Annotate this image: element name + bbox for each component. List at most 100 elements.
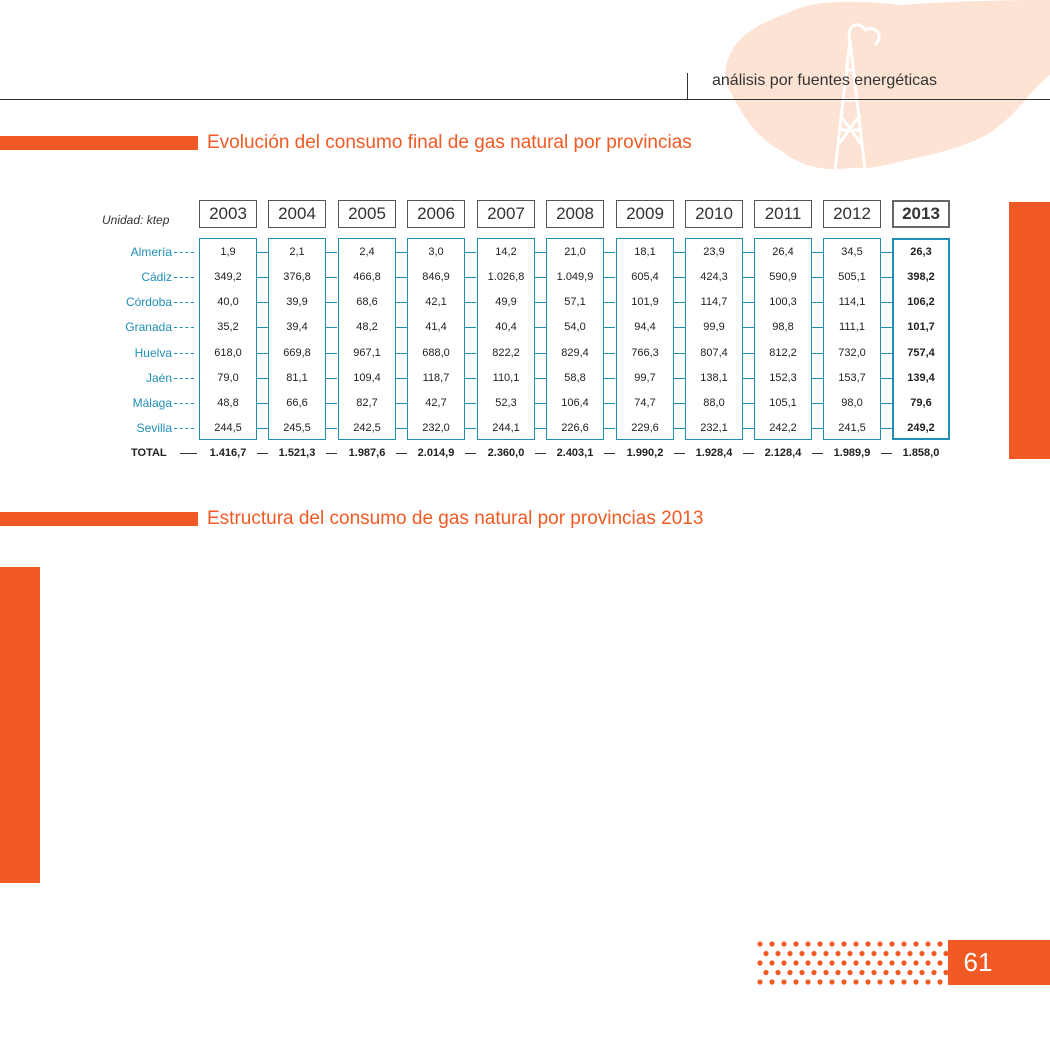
table-cell: 967,1 <box>353 347 381 359</box>
year-column <box>338 238 396 440</box>
total-value: 1.416,7 <box>209 447 247 459</box>
table-cell: 41,4 <box>425 321 447 333</box>
table-cell: 40,0 <box>217 296 239 308</box>
row-connector <box>326 378 337 379</box>
row-connector <box>465 403 476 404</box>
row-connector <box>881 403 892 404</box>
table-cell: 79,0 <box>217 372 239 384</box>
table-cell: 1,9 <box>220 246 236 258</box>
decor-dot <box>913 960 919 966</box>
table-cell: 114,7 <box>700 296 728 308</box>
table-cell: 88,0 <box>703 397 725 409</box>
row-connector <box>881 428 892 429</box>
decor-dot <box>805 941 811 947</box>
decor-dot <box>865 960 871 966</box>
table-cell: 669,8 <box>283 347 311 359</box>
row-connector <box>674 302 685 303</box>
row-connector <box>257 428 268 429</box>
row-connector <box>326 353 337 354</box>
row-connector <box>812 378 823 379</box>
table-cell: 48,2 <box>356 321 378 333</box>
total-value: 1.990,2 <box>626 447 664 459</box>
table-cell: 40,4 <box>495 321 517 333</box>
section-title: Evolución del consumo final de gas natur… <box>207 132 692 153</box>
table-cell: 232,0 <box>422 422 450 434</box>
table-cell: 153,7 <box>838 372 866 384</box>
total-connector <box>535 453 546 454</box>
decor-dot <box>847 969 853 976</box>
decor-dot <box>817 941 823 947</box>
table-cell: 138,1 <box>700 372 728 384</box>
section-title: Estructura del consumo de gas natural po… <box>207 508 704 529</box>
total-value: 2.014,9 <box>417 447 455 459</box>
decor-dot <box>769 960 775 966</box>
decor-dot <box>775 969 781 976</box>
row-connector <box>465 277 476 278</box>
total-value: 2.128,4 <box>764 447 802 459</box>
year-column <box>754 238 812 440</box>
table-cell: 81,1 <box>286 372 308 384</box>
row-connector <box>604 428 615 429</box>
table-cell: 241,5 <box>838 422 866 434</box>
decor-dot <box>853 960 859 966</box>
row-connector <box>812 403 823 404</box>
decor-dot <box>823 969 829 976</box>
table-cell: 101,7 <box>907 321 935 333</box>
row-connector <box>465 428 476 429</box>
row-connector <box>396 353 407 354</box>
table-cell: 466,8 <box>353 271 381 283</box>
total-connector <box>674 453 685 454</box>
decor-dot <box>799 950 805 957</box>
table-cell: 82,7 <box>356 397 378 409</box>
table-cell: 2,4 <box>359 246 375 258</box>
row-connector <box>396 378 407 379</box>
row-connector <box>812 353 823 354</box>
row-connector <box>174 302 194 303</box>
total-connector <box>326 453 337 454</box>
header-divider <box>687 73 688 100</box>
row-connector <box>881 302 892 303</box>
table-cell: 605,4 <box>631 271 659 283</box>
table-cell: 1.026,8 <box>487 271 525 283</box>
table-cell: 48,8 <box>217 397 239 409</box>
decor-dot <box>937 941 943 947</box>
table-cell: 49,9 <box>495 296 517 308</box>
row-connector <box>174 428 194 429</box>
total-connector <box>257 453 268 454</box>
table-cell: 732,0 <box>838 347 866 359</box>
row-connector <box>743 277 754 278</box>
year-column <box>685 238 743 440</box>
decor-dot <box>757 941 763 947</box>
decor-dot <box>841 979 847 985</box>
decor-dot <box>877 979 883 985</box>
year-header: 2005 <box>338 200 396 228</box>
row-connector <box>535 403 546 404</box>
table-cell: 757,4 <box>907 347 935 359</box>
province-label: Cádiz <box>141 270 172 284</box>
dot-pattern <box>757 941 948 985</box>
table-cell: 14,2 <box>495 246 517 258</box>
row-connector <box>174 327 194 328</box>
table-cell: 106,2 <box>907 296 935 308</box>
row-connector <box>174 252 194 253</box>
total-connector <box>812 453 823 454</box>
row-connector <box>812 327 823 328</box>
year-column <box>268 238 326 440</box>
table-cell: 232,1 <box>700 422 728 434</box>
row-connector <box>604 378 615 379</box>
row-connector <box>326 403 337 404</box>
row-connector <box>604 353 615 354</box>
decor-dot <box>781 941 787 947</box>
province-label: Málaga <box>132 396 172 410</box>
decor-dot <box>871 950 877 957</box>
table-cell: 79,6 <box>910 397 932 409</box>
row-connector <box>812 277 823 278</box>
table-cell: 39,4 <box>286 321 308 333</box>
year-column <box>199 238 257 440</box>
province-label: Córdoba <box>125 295 172 309</box>
decor-dot <box>853 979 859 985</box>
decor-dot <box>919 950 925 957</box>
table-cell: 101,9 <box>631 296 659 308</box>
decor-dot <box>895 969 901 976</box>
row-connector <box>257 252 268 253</box>
